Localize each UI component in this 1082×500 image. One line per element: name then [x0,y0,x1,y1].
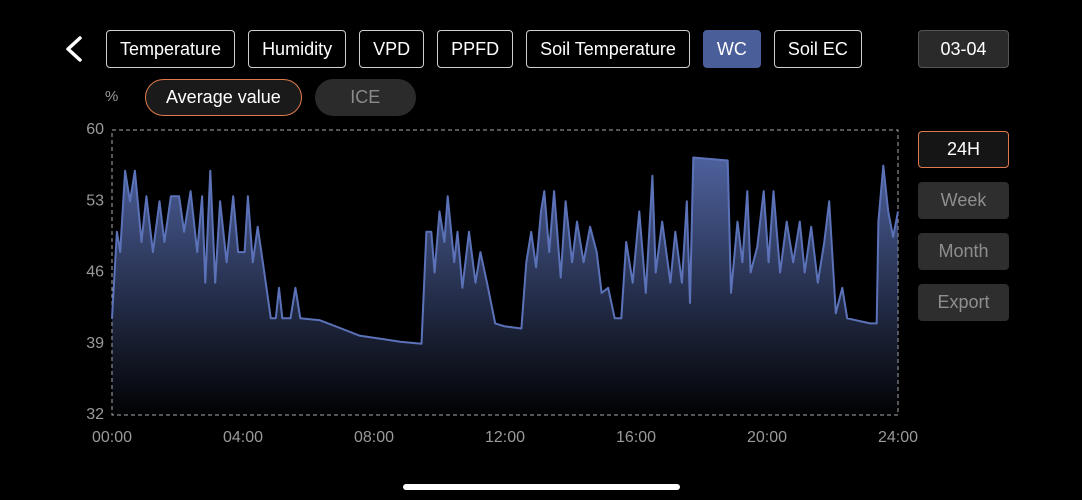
x-tick-label: 16:00 [616,429,656,446]
back-button[interactable] [66,36,82,62]
x-tick-label: 00:00 [92,429,132,446]
x-tick-label: 12:00 [485,429,525,446]
range-buttons: 24H Week Month Export [918,131,1009,321]
tab[interactable]: PPFD [437,30,514,68]
range-button[interactable]: 24H [918,131,1009,168]
tab-bar: Temperature Humidity VPD PPFD Soil Temperatu… [106,30,905,68]
range-button[interactable]: Month [918,233,1009,270]
x-tick-label: 20:00 [747,429,787,446]
mode-switch: Average value ICE [145,79,416,116]
tab[interactable]: VPD [359,30,425,68]
y-tick-label: 60 [86,121,104,138]
date-picker[interactable]: 03-04 [918,30,1009,68]
tab[interactable]: WC [702,30,761,68]
y-tick-label: 53 [86,192,104,209]
tab[interactable]: Temperature [106,30,236,68]
tab[interactable]: Soil Temperature [526,30,690,68]
y-tick-label: 46 [86,264,104,281]
x-tick-label: 24:00 [878,429,918,446]
range-button[interactable]: Export [918,284,1009,321]
x-tick-label: 08:00 [354,429,394,446]
area-fill [112,157,898,415]
home-indicator [403,484,680,490]
mode-button[interactable]: Average value [145,79,302,116]
tab[interactable]: Soil EC [773,30,862,68]
y-tick-label: 32 [86,406,104,423]
tab[interactable]: Humidity [248,30,347,68]
y-axis-unit: % [105,88,119,105]
line [111,156,899,345]
mode-button[interactable]: ICE [314,79,416,116]
x-tick-label: 04:00 [223,429,263,446]
y-tick-label: 39 [86,335,104,352]
range-button[interactable]: Week [918,182,1009,219]
